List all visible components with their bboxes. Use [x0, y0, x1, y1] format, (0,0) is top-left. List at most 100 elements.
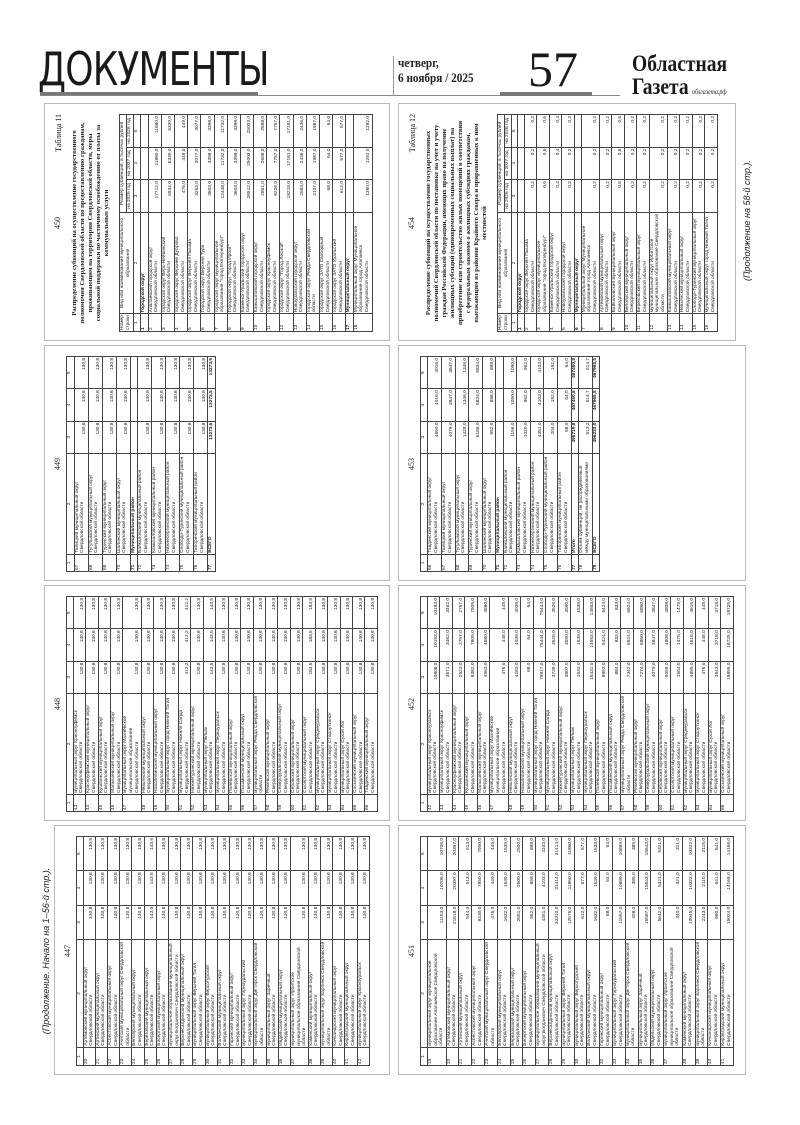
- value-2026: 130,8: [98, 661, 111, 694]
- value-2027: 130,8: [168, 870, 181, 906]
- value-2028: 130,8: [85, 596, 99, 629]
- value-2028: 130,8: [352, 596, 365, 629]
- value-2028: 130,8: [168, 836, 181, 871]
- column-number: 2: [66, 693, 74, 795]
- value-2027: 130,8: [315, 628, 328, 662]
- row-name: муниципальный округ Заречный Свердловско…: [638, 939, 651, 1048]
- table-row: 64 муниципальный округ Сухой Лог Свердлов…: [340, 596, 353, 812]
- value-2028: 130,8: [153, 596, 166, 629]
- value-2026: 130,8: [131, 905, 145, 940]
- value-2026: 130,8: [179, 421, 194, 454]
- value-2026: 130,8: [332, 905, 345, 940]
- value-2027: 64,0: [319, 147, 333, 180]
- row-number: 8: [227, 313, 241, 332]
- row-number: 36: [650, 1047, 664, 1066]
- value-2026: 130,8: [215, 661, 229, 694]
- table-row: 28 Верхнесалдинский муниципальный округ С…: [548, 836, 562, 1066]
- value-2027: 0,2: [581, 147, 600, 180]
- value-2026: 130,8: [290, 905, 309, 940]
- value-2026: 130,8: [119, 905, 132, 940]
- row-name: муниципальный округ Красноуфимск Свердло…: [439, 693, 453, 795]
- value-2026: 4895,0: [683, 661, 696, 694]
- row-name: Объем субвенций, не распределенный между…: [578, 453, 593, 555]
- row-number: 40: [707, 1047, 721, 1066]
- row-name: Байкаловский муниципальный район Свердло…: [137, 453, 152, 555]
- value-2027: 130,8: [165, 628, 179, 662]
- table-row: 20 Артемовский муниципальный округ Свердл…: [83, 836, 96, 1066]
- value-2026: 21618,0: [446, 905, 459, 940]
- value-2027: 2698,0: [253, 147, 267, 180]
- value-2026: 68,0: [599, 905, 613, 940]
- value-2027: 130,8: [122, 628, 142, 662]
- row-number: 45: [98, 794, 111, 812]
- row-name: городской округ Верх-Нейвинский Свердлов…: [161, 212, 175, 314]
- value-2026: 79817,0: [533, 661, 546, 694]
- value-2028: 130,8: [332, 836, 345, 871]
- value-2028: 130,8: [266, 836, 279, 871]
- row-name: городской округ муниципальное образовани…: [536, 212, 550, 314]
- value-2027: [574, 147, 582, 180]
- value-2027: 31414,0: [548, 870, 562, 906]
- table-row: 62 муниципальный округ Среднеуральск Свер…: [683, 596, 696, 812]
- value-2026: 130,8: [241, 905, 254, 940]
- value-2028: 0,2: [561, 114, 575, 148]
- table-row: 9 Байкаловский муниципальный округ Свердл…: [611, 114, 625, 332]
- table-row: 8 Артемовский муниципальный округ Свердло…: [599, 114, 612, 332]
- row-number: 63: [327, 794, 341, 812]
- row-number: 36: [278, 1047, 291, 1066]
- value-2027: 192,0: [543, 388, 558, 422]
- value-2026: 15024,0: [720, 905, 734, 940]
- value-2026: 8226,0: [266, 179, 280, 213]
- value-2027: 130,8: [332, 870, 345, 906]
- row-name: Ачитский муниципальный округ Свердловско…: [484, 939, 498, 1048]
- row-number: 47: [489, 794, 509, 812]
- value-2028: 3526,0: [545, 596, 559, 629]
- page-449: 449 1 2 3 4 5 67 Талицкий муниципальный округ С…: [44, 345, 390, 581]
- row-name: Байкаловский муниципальный округ Свердло…: [611, 212, 625, 314]
- value-2026: 3943,0: [708, 661, 721, 694]
- value-2028: 143,5: [203, 596, 216, 629]
- value-2026: [495, 421, 504, 454]
- value-2028: 130,8: [119, 836, 132, 871]
- row-number: 47: [122, 794, 142, 812]
- value-2028: 11880,0: [148, 114, 162, 148]
- value-2026: 0,2: [524, 179, 537, 213]
- table-row: 51 муниципальный округ Нижняя Салда Сверд…: [178, 596, 191, 812]
- row-number: 23: [119, 1047, 132, 1066]
- row-number: 44: [452, 794, 465, 812]
- page-content: 448 1 2 3 4 5 43 муниципальный округ Красноуфим…: [45, 586, 391, 822]
- value-2027: 1090,0: [503, 388, 517, 422]
- row-number: 27: [535, 1047, 549, 1066]
- value-2028: 130,8: [357, 836, 370, 871]
- table-row: 31 Волчанский муниципальный округ Свердло…: [217, 836, 230, 1066]
- page-content: (Продолжение. Начало на 1–56-й стр.). 447…: [41, 826, 391, 1076]
- row-name: Тавдинский муниципальный округ Свердловс…: [427, 453, 442, 555]
- row-name: Тугулымский муниципальный округ Свердлов…: [88, 453, 103, 555]
- value-2026: 496233,0: [592, 421, 600, 454]
- value-2026: 130,8: [266, 905, 279, 940]
- value-2026: 0,2: [649, 179, 668, 213]
- value-2027: 9424,0: [595, 628, 609, 662]
- value-2028: 1987,0: [306, 114, 320, 148]
- row-name: Городской округ Верхняя Тура Свердловско…: [200, 212, 214, 314]
- value-2027: 514,7: [578, 388, 593, 422]
- row-name: городской округ Верхняя Пышма Свердловск…: [524, 212, 537, 314]
- value-2028: [517, 114, 525, 148]
- header-name: Вид или наименование муниципального обра…: [119, 212, 134, 314]
- row-name: Муниципальный округ Муниципальное образо…: [353, 212, 373, 314]
- row-number: 59: [645, 794, 659, 812]
- value-2027: 130,8: [110, 628, 123, 662]
- value-2026: 130,8: [265, 661, 278, 694]
- table-row: 33 муниципальный округ Горноуральский Све…: [241, 836, 254, 1066]
- value-2026: 26512,0: [240, 179, 254, 213]
- row-name: Невьянский муниципальный округ Свердловс…: [508, 693, 521, 795]
- value-2026: 3807,0: [558, 661, 571, 694]
- value-2028: 130,8: [265, 596, 278, 629]
- row-name: Муниципальный район: [130, 453, 138, 555]
- row-name: Бисертский муниципальный округ Свердловс…: [522, 939, 536, 1048]
- value-2026: 130,8: [192, 905, 206, 940]
- value-2027: 0,4: [549, 147, 562, 180]
- value-2027: 449,0: [489, 628, 509, 662]
- value-2026: 130,8: [165, 661, 179, 694]
- row-name: городской округ "Город Лесной" Свердловс…: [279, 212, 294, 314]
